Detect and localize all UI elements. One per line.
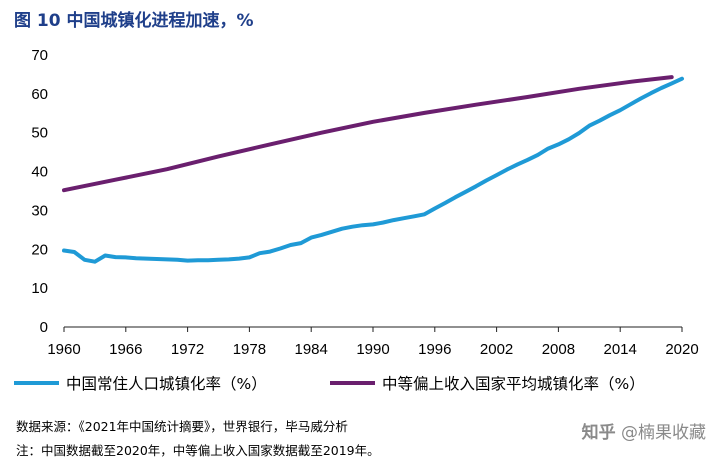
series-line-1	[62, 76, 684, 264]
x-tick-label: 2002	[480, 341, 513, 358]
x-tick-label: 1972	[171, 341, 204, 358]
line-chart: 0 10 20 30 40 50 60 70 1960 1966 1972 1978 1984 1990…	[14, 47, 699, 393]
series-lines	[62, 75, 684, 264]
x-tick-label: 1966	[109, 341, 142, 358]
y-tick-label: 70	[31, 47, 48, 64]
y-tick-label: 0	[40, 319, 48, 336]
x-tick-label: 1990	[356, 341, 389, 358]
watermark-brand: 知乎	[581, 423, 616, 443]
y-axis-tick-labels: 0 10 20 30 40 50 60 70	[31, 47, 48, 336]
legend: 中国常住人口城镇化率（%） 中等偏上收入国家平均城镇化率（%）	[14, 375, 645, 393]
x-tick-label: 1978	[233, 341, 266, 358]
source-note: 数据来源：《2021年中国统计摘要》，世界银行，毕马威分析	[16, 419, 348, 434]
y-tick-label: 60	[31, 86, 48, 103]
y-tick-label: 50	[31, 125, 48, 142]
x-tick-label: 2014	[604, 341, 637, 358]
x-tick-label: 2020	[665, 341, 698, 358]
y-tick-label: 20	[31, 241, 48, 258]
watermark: 知乎 @楠果收藏	[582, 418, 706, 443]
series-line-2	[62, 75, 674, 193]
legend-label-2: 中等偏上收入国家平均城镇化率（%）	[382, 375, 645, 393]
footnote: 注：中国数据截至2020年，中等偏上收入国家数据截至2019年。	[16, 443, 380, 458]
y-tick-label: 10	[31, 280, 48, 297]
x-tick-label: 2008	[542, 341, 575, 358]
chart-title: 图 10 中国城镇化进程加速，%	[14, 11, 254, 31]
x-tick-label: 1960	[47, 341, 80, 358]
x-tick-label: 1996	[418, 341, 451, 358]
x-axis-tick-labels: 1960 1966 1972 1978 1984 1990 1996 2002 2008 2014…	[47, 341, 698, 358]
watermark-author: @楠果收藏	[621, 423, 706, 443]
x-tick-label: 1984	[295, 341, 328, 358]
y-tick-label: 30	[31, 202, 48, 219]
legend-label-1: 中国常住人口城镇化率（%）	[66, 375, 267, 393]
x-axis-tick-marks	[63, 327, 683, 332]
y-tick-label: 40	[31, 164, 48, 181]
